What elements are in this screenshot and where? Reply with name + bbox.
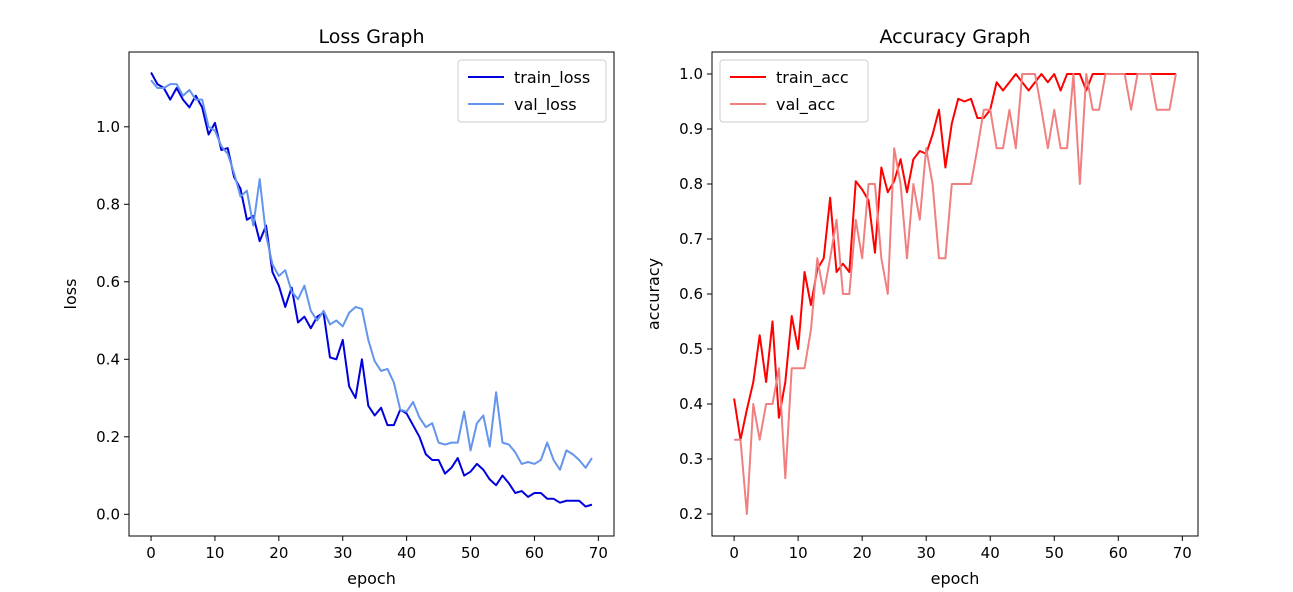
- loss-chart: 0 10 20 30 40 50 60 70 0.0 0.2 0.4 0.6 0.8 1.0 Loss Gr…: [61, 26, 615, 588]
- loss-chart-ylabel: loss: [61, 279, 80, 310]
- accuracy-chart: 0 10 20 30 40 50 60 70 0.2 0.3 0.4 0.5 0.6 0.7 0.8 0.9 1…: [644, 26, 1199, 588]
- loss-chart-series-val-loss: [150, 79, 593, 471]
- loss-chart-ytick-label: 0.4: [96, 350, 120, 368]
- loss-chart-xtick-label: 20: [269, 544, 288, 562]
- loss-chart-xtick-label: 0: [146, 544, 156, 562]
- loss-chart-ytick-label: 0.2: [96, 428, 120, 446]
- accuracy-chart-ytick-label: 0.9: [679, 120, 703, 138]
- accuracy-chart-legend-label: val_acc: [776, 95, 835, 115]
- accuracy-chart-xtick-label: 50: [1045, 544, 1064, 562]
- loss-chart-legend: train_loss val_loss: [457, 59, 607, 123]
- accuracy-chart-title: Accuracy Graph: [879, 26, 1030, 48]
- accuracy-chart-ytick-label: 0.6: [679, 285, 703, 303]
- accuracy-chart-ylabel: accuracy: [644, 258, 663, 330]
- loss-chart-legend-label: train_loss: [514, 68, 590, 88]
- loss-chart-xtick-label: 30: [333, 544, 352, 562]
- accuracy-chart-ytick-label: 0.8: [679, 175, 703, 193]
- accuracy-chart-xtick-label: 40: [981, 544, 1000, 562]
- accuracy-chart-series-val-acc: [734, 73, 1177, 515]
- accuracy-chart-ytick-label: 1.0: [679, 65, 703, 83]
- accuracy-chart-xtick-label: 10: [789, 544, 808, 562]
- accuracy-chart-xtick-label: 20: [853, 544, 872, 562]
- loss-chart-xtick-label: 40: [397, 544, 416, 562]
- loss-chart-ytick-label: 0.8: [96, 195, 120, 213]
- accuracy-chart-ytick-label: 0.3: [679, 450, 703, 468]
- accuracy-chart-ytick-label: 0.7: [679, 230, 703, 248]
- loss-chart-xtick-label: 70: [589, 544, 608, 562]
- accuracy-chart-series-train-acc: [733, 73, 1176, 441]
- accuracy-chart-legend-box: [719, 59, 869, 123]
- loss-chart-legend-label: val_loss: [514, 95, 577, 115]
- loss-chart-xtick-label: 10: [205, 544, 224, 562]
- accuracy-chart-ytick-label: 0.5: [679, 340, 703, 358]
- accuracy-chart-legend-label: train_acc: [776, 68, 849, 88]
- accuracy-chart-xtick-label: 0: [729, 544, 739, 562]
- loss-chart-frame: [128, 51, 615, 537]
- loss-chart-ytick-label: 1.0: [96, 118, 120, 136]
- accuracy-chart-xtick-label: 60: [1109, 544, 1128, 562]
- loss-chart-legend-box: [457, 59, 607, 123]
- loss-chart-xtick-label: 60: [525, 544, 544, 562]
- accuracy-chart-xlabel: epoch: [931, 569, 980, 588]
- loss-chart-xlabel: epoch: [347, 569, 396, 588]
- loss-chart-xtick-label: 50: [461, 544, 480, 562]
- loss-chart-title: Loss Graph: [319, 26, 425, 48]
- loss-chart-ytick-label: 0.6: [96, 273, 120, 291]
- accuracy-chart-legend: train_acc val_acc: [719, 59, 869, 123]
- accuracy-chart-ytick-label: 0.4: [679, 395, 703, 413]
- accuracy-chart-xtick-label: 30: [917, 544, 936, 562]
- accuracy-chart-ytick-label: 0.2: [679, 505, 703, 523]
- loss-chart-ytick-label: 0.0: [96, 505, 120, 523]
- accuracy-chart-xtick-label: 70: [1173, 544, 1192, 562]
